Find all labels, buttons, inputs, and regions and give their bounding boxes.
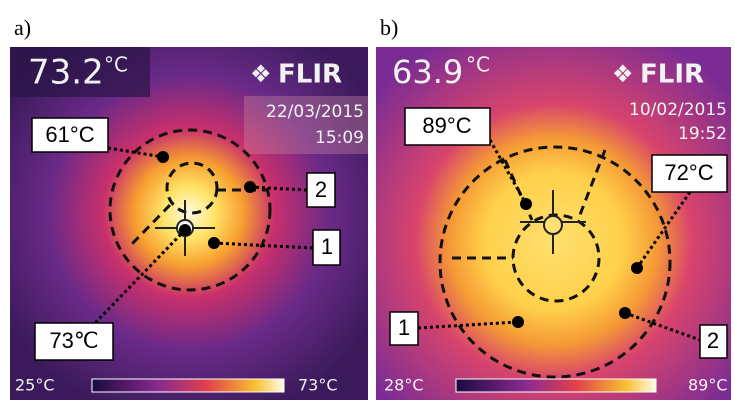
logo: FLIR (278, 60, 342, 90)
logo-mark: ❖ (250, 60, 272, 88)
callout: 2 (315, 177, 327, 202)
leader (157, 151, 169, 163)
date: 10/02/2015 (629, 100, 727, 120)
leader (208, 237, 220, 249)
callout: 73℃ (49, 328, 98, 353)
reading: 63.9 (392, 53, 463, 91)
logo: FLIR (640, 60, 704, 90)
figure: a) 73.2 °C ❖ FLIR 22/03/2015 15:09 61°C … (0, 0, 735, 401)
leader (544, 216, 562, 234)
leader (520, 198, 532, 210)
leader (631, 262, 643, 274)
date: 22/03/2015 (266, 102, 364, 122)
callout: 72°C (664, 160, 713, 185)
scale-bar (456, 379, 656, 392)
callout: 1 (321, 234, 333, 259)
callout: 61°C (45, 122, 94, 147)
scale-min: 28°C (384, 376, 424, 395)
reading: 73.2 (28, 53, 104, 93)
time: 15:09 (315, 128, 364, 148)
leader (619, 307, 631, 319)
reading-unit: °C (466, 53, 490, 77)
reading-unit: °C (104, 53, 128, 77)
panel-label: a) (14, 15, 31, 40)
leader (244, 181, 256, 193)
callout: 1 (398, 315, 410, 340)
callout: 2 (707, 328, 719, 353)
scale-max: 89°C (688, 376, 728, 395)
scale-max: 73°C (298, 376, 338, 395)
callout: 89°C (422, 113, 471, 138)
panel-label: b) (380, 15, 398, 40)
time: 19:52 (678, 124, 727, 144)
scale-bar (92, 379, 284, 392)
leader (179, 224, 191, 236)
leader (512, 316, 524, 328)
scale-min: 25°C (15, 376, 55, 395)
logo-mark: ❖ (612, 60, 634, 88)
